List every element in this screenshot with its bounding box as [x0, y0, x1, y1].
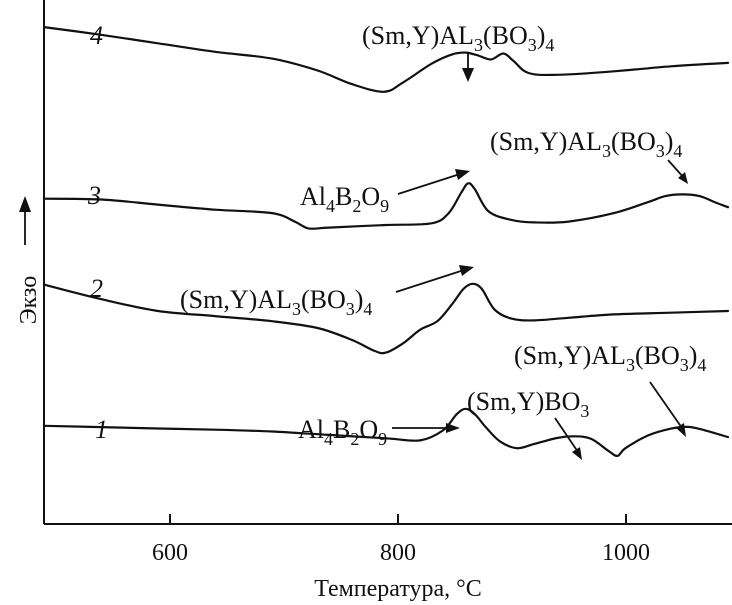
annotation-c1-smybo3-arrow: [554, 417, 579, 453]
annotation-c3-smyal: (Sm,Y)AL3(BO3)4: [490, 127, 682, 161]
curve-label-3: 3: [87, 181, 101, 210]
y-axis-label: Экзо: [16, 276, 42, 325]
annotation-c2-smyal-arrow: [395, 269, 465, 293]
annotation-c2-smyal: (Sm,Y)AL3(BO3)4: [180, 285, 372, 319]
annotation-c1-smyal: (Sm,Y)AL3(BO3)4: [514, 341, 706, 375]
dta-curve-4: [42, 26, 730, 93]
annotation-c2-smyal-arrowhead: [459, 265, 474, 276]
curve-label-2: 2: [90, 274, 103, 303]
annotation-c4-smyal: (Sm,Y)AL3(BO3)4: [362, 21, 554, 55]
x-axis-label: Температура, °C: [314, 576, 482, 602]
annotation-c1-al4b2o9-arrowhead: [446, 423, 460, 433]
annotation-c3-al4b2o9-arrow: [397, 173, 461, 195]
x-tick-label-1000: 1000: [602, 540, 650, 566]
x-tick-label-800: 800: [380, 540, 416, 566]
annotation-c1-smyal-arrowhead: [676, 423, 686, 437]
y-axis-label-group: Экзо: [16, 276, 42, 325]
annotation-c3-al4b2o9: Al4B2O9: [300, 182, 389, 216]
annotation-c1-al4b2o9: Al4B2O9: [298, 415, 387, 449]
annotation-c1-smybo3-arrowhead: [572, 447, 582, 460]
dta-curve-2: [42, 282, 730, 355]
annotation-c3-smyal-arrow: [667, 159, 685, 179]
y-axis-up-arrowhead: [19, 196, 31, 212]
annotation-c4-smyal-arrowhead: [462, 68, 474, 82]
annotation-c3-al4b2o9-arrowhead: [455, 169, 470, 180]
dta-curve-1: [42, 407, 730, 458]
dta-curve-3: [42, 182, 730, 230]
annotation-c3-smyal-arrowhead: [678, 172, 688, 184]
annotation-c1-smybo3: (Sm,Y)BO3: [467, 387, 589, 421]
curve-label-1: 1: [95, 415, 108, 444]
x-tick-label-600: 600: [152, 540, 188, 566]
curve-label-4: 4: [90, 21, 103, 50]
annotation-c1-smyal-arrow: [649, 381, 683, 429]
